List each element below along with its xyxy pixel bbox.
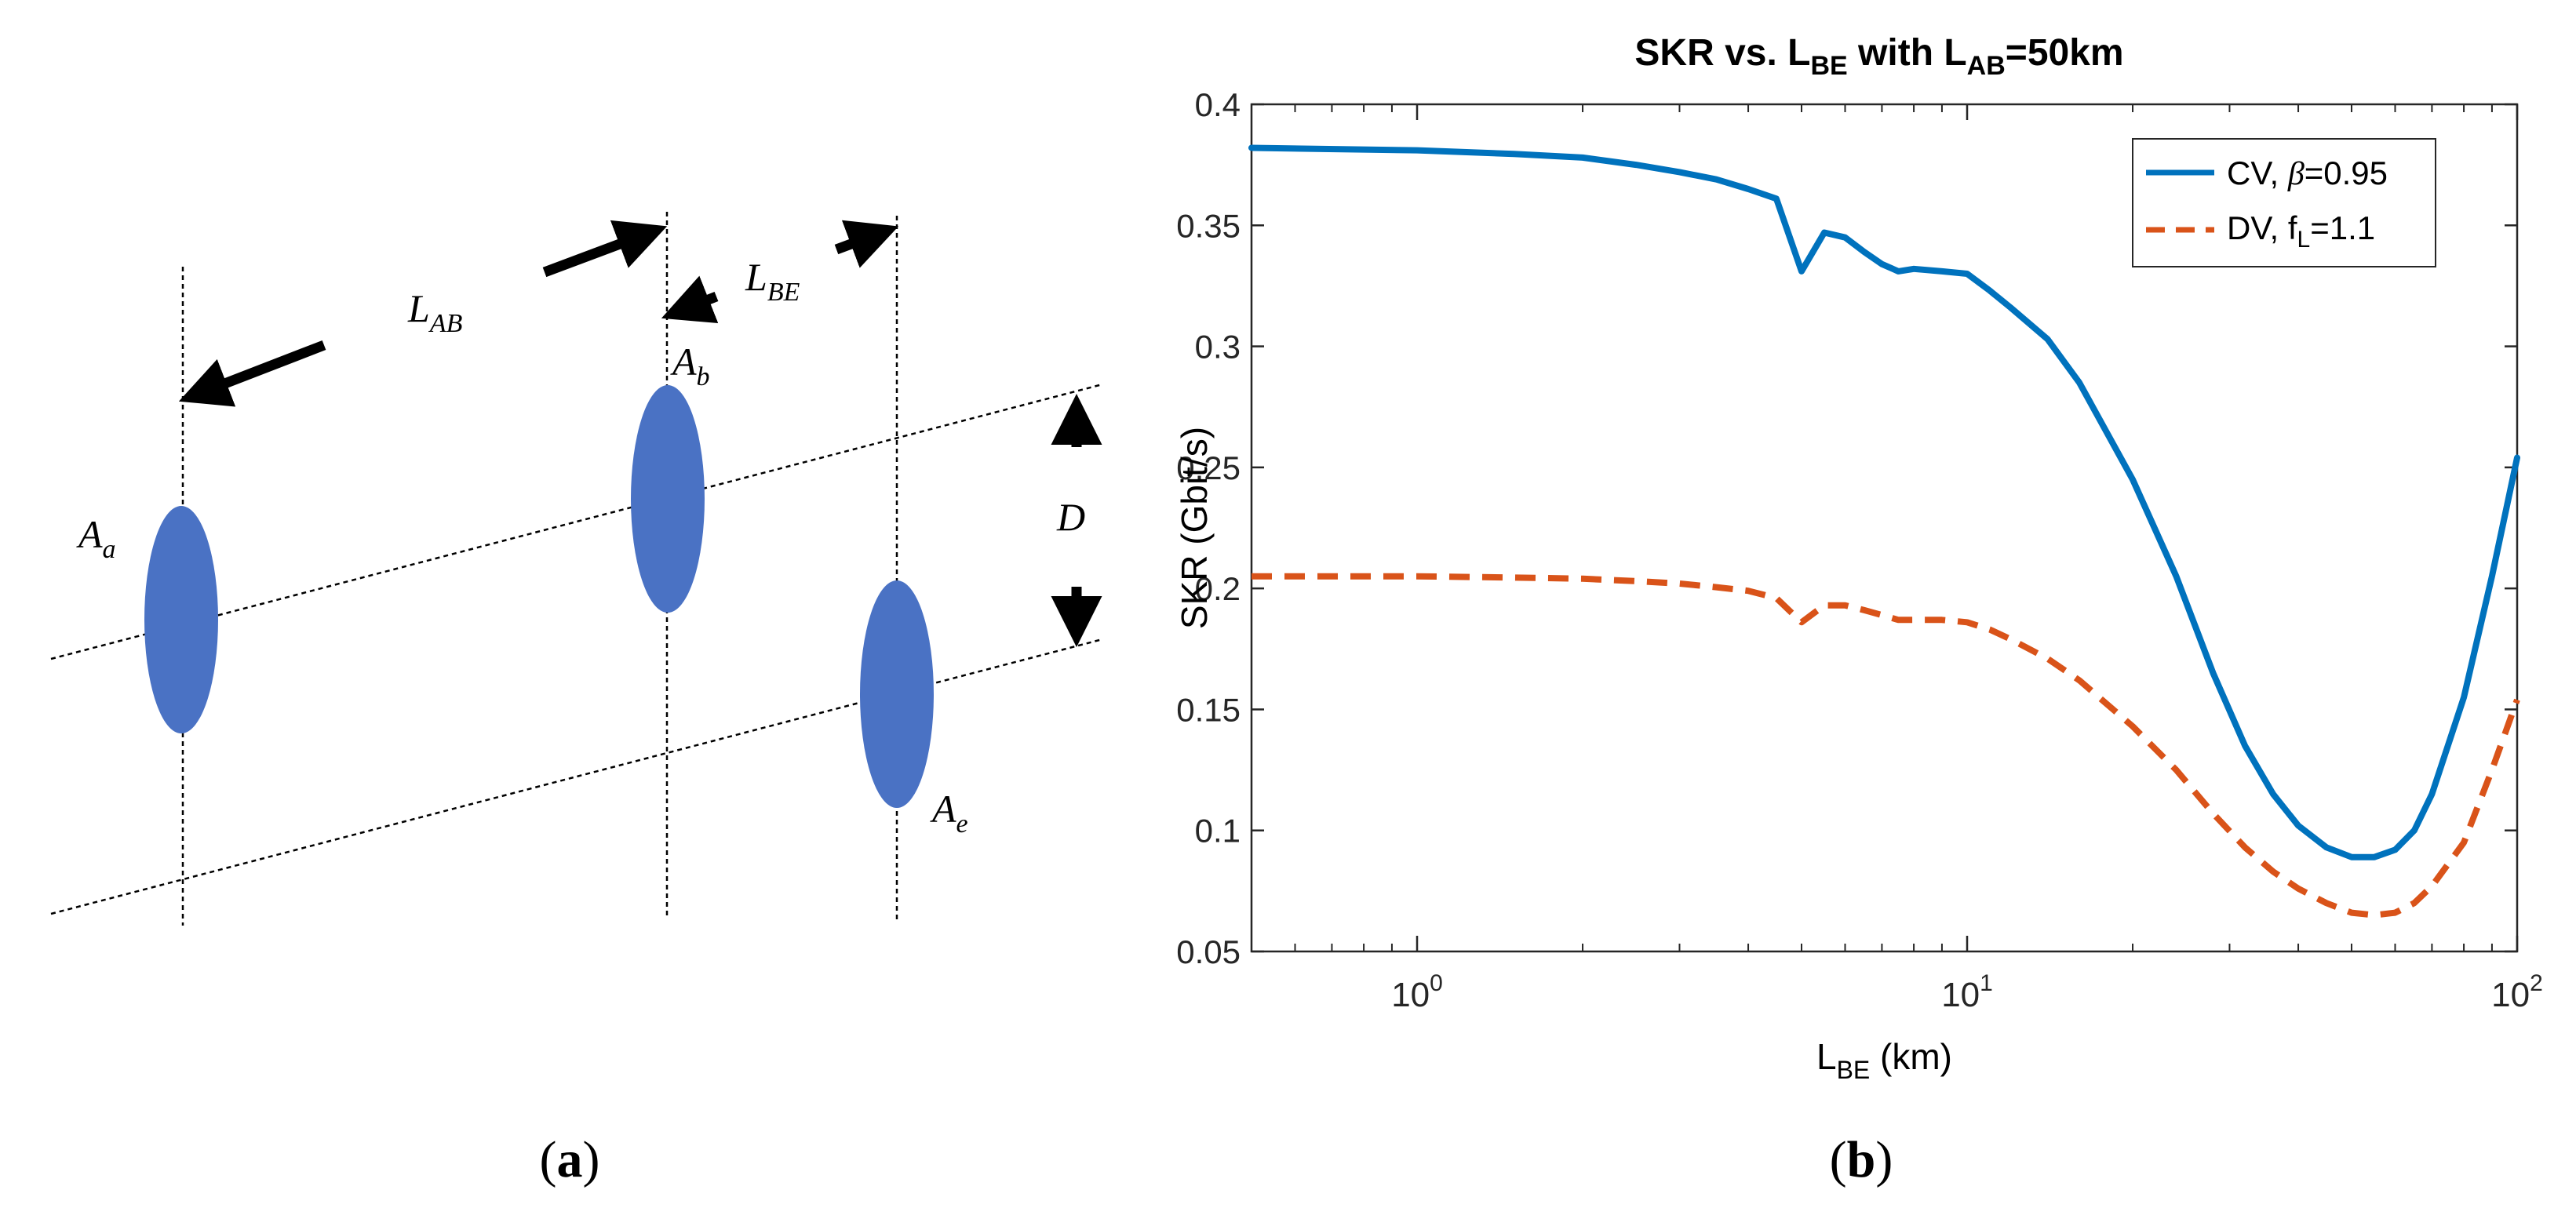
label-d: D (1056, 495, 1085, 539)
legend-label-cv: CV, β=0.95 (2227, 155, 2388, 192)
x-tick-label: 101 (1941, 970, 1993, 1014)
y-tick-label: 0.4 (1195, 86, 1241, 123)
legend-box (2132, 138, 2436, 267)
label-lab: LAB (407, 286, 463, 338)
y-tick-label: 0.2 (1195, 570, 1241, 607)
y-tick-label: 0.05 (1176, 933, 1241, 970)
y-tick-label: 0.25 (1176, 449, 1241, 486)
caption-b: (b) (1830, 1131, 1893, 1188)
chart-title: SKR vs. LBE with LAB=50km (1634, 32, 2123, 81)
y-axis-label: SKR (Gbit/s) (1174, 427, 1215, 629)
panel-a-diagram: LAB LBE D Aa Ab Ae (a) (50, 212, 1103, 1188)
y-tick-label: 0.1 (1195, 813, 1241, 849)
x-tick-label: 102 (2491, 970, 2543, 1014)
lbe-arrow-right (834, 220, 899, 268)
label-aa: Aa (76, 512, 116, 564)
panel-b-chart: SKR vs. LBE with LAB=50km 0.05 0.1 0.15 0.2… (1174, 32, 2543, 1188)
aperture-ae (860, 580, 934, 808)
y-tick-label: 0.35 (1176, 207, 1241, 244)
legend-label-dv: DV, fL=1.1 (2227, 209, 2375, 253)
lab-arrow-right (542, 220, 668, 278)
lbe-arrow-left (661, 275, 719, 324)
x-axis-label: LBE (km) (1816, 1036, 1952, 1084)
series-line-dv (1252, 573, 2520, 919)
aperture-ab (631, 385, 705, 613)
label-ab: Ab (670, 340, 710, 391)
series-line-cv (1248, 144, 2520, 860)
y-tick-label: 0.3 (1195, 329, 1241, 366)
aperture-aa (144, 506, 218, 733)
x-tick-label: 100 (1391, 970, 1443, 1014)
label-lbe: LBE (745, 255, 800, 307)
caption-a: (a) (540, 1131, 600, 1188)
y-tick-label: 0.15 (1176, 691, 1241, 728)
label-ae: Ae (930, 787, 968, 839)
legend: CV, β=0.95 DV, fL=1.1 (2132, 138, 2436, 267)
x-axis-ticks: 100 101 102 (1251, 104, 2543, 1014)
lab-arrow-left (178, 340, 326, 407)
series-layer (1248, 144, 2520, 919)
y-axis-ticks: 0.05 0.1 0.15 0.2 0.25 0.3 0.35 0.4 (1176, 86, 2517, 970)
